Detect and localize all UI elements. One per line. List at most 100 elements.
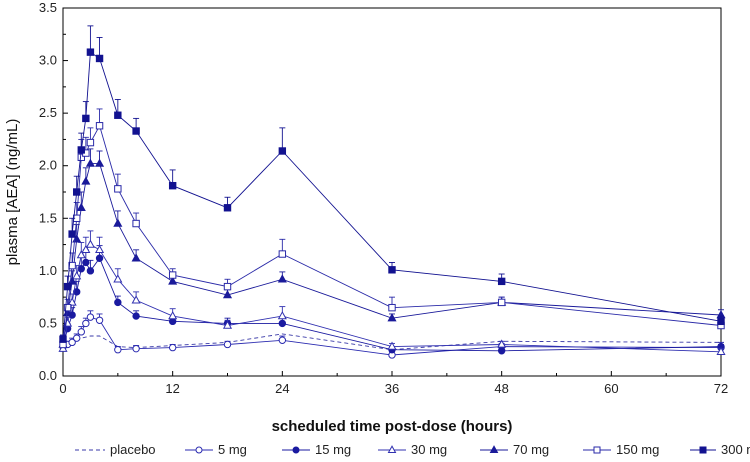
data-point bbox=[132, 127, 140, 135]
data-point bbox=[95, 244, 105, 254]
x-tick-label: 24 bbox=[275, 381, 289, 396]
data-point bbox=[168, 343, 177, 352]
data-point bbox=[81, 176, 91, 185]
legend-marker bbox=[195, 446, 203, 454]
legend-item-150-mg: 150 mg bbox=[583, 442, 659, 457]
data-point bbox=[68, 261, 76, 270]
x-tick-label: 60 bbox=[604, 381, 618, 396]
y-tick-label: 2.5 bbox=[39, 105, 57, 120]
legend-marker bbox=[699, 446, 707, 454]
x-tick-label: 72 bbox=[714, 381, 728, 396]
data-point bbox=[168, 271, 177, 279]
data-point bbox=[82, 114, 90, 123]
data-point bbox=[95, 158, 105, 167]
data-point bbox=[387, 313, 397, 322]
legend-label: 30 mg bbox=[411, 442, 447, 457]
y-tick-label: 1.5 bbox=[39, 210, 57, 225]
data-point bbox=[73, 334, 81, 342]
legend-label: 15 mg bbox=[315, 442, 351, 457]
data-point bbox=[95, 54, 104, 63]
data-point bbox=[85, 239, 95, 248]
data-point bbox=[68, 338, 76, 347]
data-point bbox=[86, 313, 95, 321]
data-point bbox=[388, 266, 396, 274]
legend-label: 70 mg bbox=[513, 442, 549, 457]
x-axis-title: scheduled time post-dose (hours) bbox=[272, 418, 513, 435]
data-point bbox=[77, 146, 85, 154]
data-point bbox=[85, 158, 95, 167]
legend-label: placebo bbox=[110, 442, 156, 457]
data-point bbox=[77, 328, 85, 336]
data-point bbox=[278, 336, 287, 344]
data-point bbox=[81, 244, 91, 254]
data-point bbox=[82, 319, 90, 328]
legend-item-70-mg: 70 mg bbox=[480, 442, 549, 457]
data-point bbox=[68, 230, 76, 238]
data-point bbox=[114, 185, 122, 193]
y-tick-label: 1.0 bbox=[39, 263, 57, 278]
x-tick-label: 36 bbox=[385, 381, 399, 396]
series-300-mg bbox=[59, 25, 725, 343]
data-point bbox=[82, 258, 90, 267]
data-point bbox=[76, 250, 86, 259]
data-point bbox=[114, 111, 122, 119]
data-point bbox=[387, 341, 397, 350]
legend-marker bbox=[489, 445, 499, 453]
data-point bbox=[86, 138, 95, 147]
series-line bbox=[62, 51, 722, 340]
data-point bbox=[95, 254, 104, 262]
series-5-mg bbox=[59, 310, 725, 359]
data-point bbox=[497, 339, 507, 348]
data-point bbox=[114, 346, 122, 354]
data-point bbox=[86, 48, 95, 56]
y-tick-label: 3.5 bbox=[39, 0, 57, 15]
data-point bbox=[72, 271, 82, 280]
legend-label: 150 mg bbox=[616, 442, 659, 457]
legend-label: 5 mg bbox=[218, 442, 247, 457]
y-tick-label: 0.0 bbox=[39, 368, 57, 383]
legend-item-30-mg: 30 mg bbox=[378, 442, 447, 457]
x-tick-label: 0 bbox=[59, 381, 66, 396]
legend-label: 300 mg bbox=[721, 442, 750, 457]
data-point bbox=[63, 282, 72, 291]
data-point bbox=[278, 250, 287, 258]
legend-item-placebo: placebo bbox=[75, 442, 156, 457]
series-30-mg bbox=[58, 230, 726, 356]
x-tick-label: 12 bbox=[165, 381, 179, 396]
data-point bbox=[168, 181, 177, 190]
y-axis-title: plasma [AEA] (ng/mL) bbox=[4, 119, 21, 266]
data-point bbox=[113, 274, 123, 283]
legend-item-300-mg: 300 mg bbox=[690, 442, 750, 457]
legend-item-15-mg: 15 mg bbox=[282, 442, 351, 457]
data-point bbox=[168, 311, 178, 320]
data-point bbox=[114, 298, 122, 307]
data-point bbox=[497, 298, 506, 307]
legend-marker bbox=[387, 445, 397, 453]
data-point bbox=[131, 295, 141, 304]
data-point bbox=[63, 303, 72, 312]
series-line bbox=[62, 163, 722, 345]
legend-marker bbox=[593, 446, 601, 454]
data-point bbox=[132, 312, 140, 320]
data-point bbox=[86, 267, 95, 275]
data-point bbox=[59, 335, 67, 343]
data-point bbox=[73, 188, 81, 196]
data-point bbox=[222, 320, 233, 329]
data-point bbox=[497, 347, 506, 355]
y-tick-label: 2.0 bbox=[39, 158, 57, 173]
data-point bbox=[278, 147, 287, 155]
data-point bbox=[76, 202, 86, 211]
series-line bbox=[62, 244, 722, 353]
data-point bbox=[95, 316, 104, 324]
data-point bbox=[223, 340, 232, 349]
data-point bbox=[497, 277, 506, 286]
axis-ticks: 0 12 24 36 48 60 72 0.0 0.5 1.0 1.5 2.0 2.5 3.0 3.5 bbox=[39, 0, 728, 396]
data-point bbox=[223, 282, 232, 291]
data-point bbox=[388, 303, 396, 312]
data-point bbox=[113, 218, 123, 227]
data-point bbox=[132, 219, 140, 228]
data-point bbox=[132, 344, 140, 353]
data-point bbox=[717, 317, 725, 326]
data-point bbox=[222, 290, 233, 299]
